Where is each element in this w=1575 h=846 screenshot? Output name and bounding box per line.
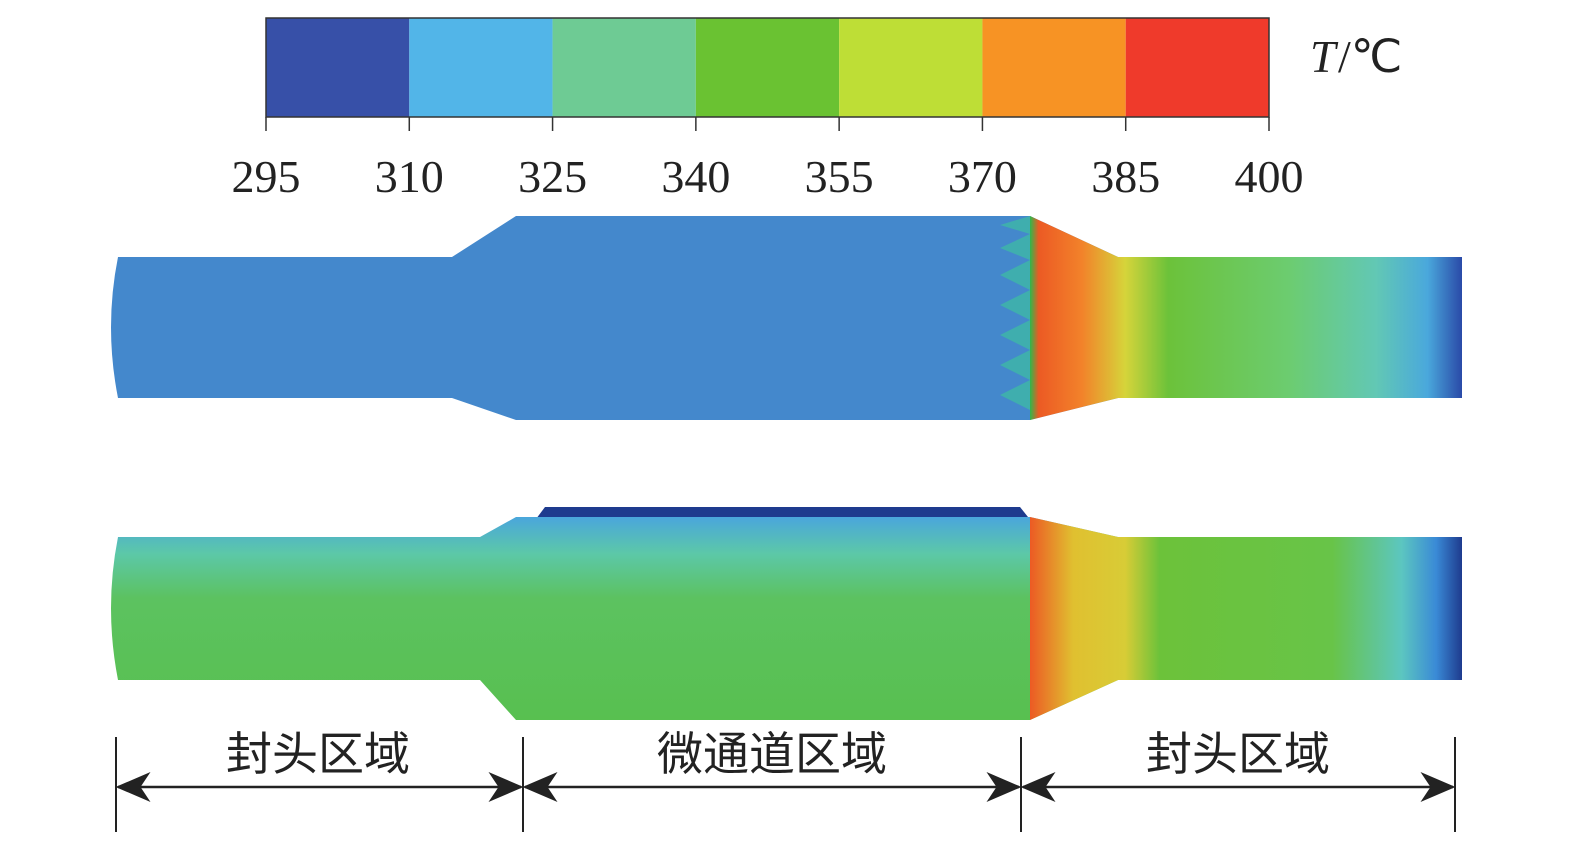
colorbar-segment — [409, 18, 553, 117]
region-label: 封头区域 — [226, 727, 410, 781]
colorbar-symbol: T — [1310, 31, 1339, 82]
tick-label: 295 — [232, 151, 301, 202]
tick-label: 400 — [1235, 151, 1304, 202]
region-annotations: 封头区域 微通道区域 封头区域 — [115, 727, 1456, 832]
colorbar-segment — [1125, 18, 1269, 117]
tick-label: 340 — [661, 151, 730, 202]
region-label: 微通道区域 — [657, 727, 887, 781]
colorbar-frame — [265, 17, 1270, 118]
tick-label: 385 — [1091, 151, 1160, 202]
tick-label: 355 — [805, 151, 874, 202]
colorbar-segment — [982, 18, 1126, 117]
colorbar-unit: /℃ — [1338, 31, 1402, 82]
colorbar: T /℃ 295 310 325 340 355 370 385 400 — [232, 17, 1402, 202]
colorbar-segment — [839, 18, 983, 117]
contour-bottom — [111, 507, 1462, 720]
colorbar-segment — [552, 18, 696, 117]
tick-label: 370 — [948, 151, 1017, 202]
tick-label: 325 — [518, 151, 587, 202]
colorbar-segment — [266, 18, 410, 117]
region-label: 封头区域 — [1146, 727, 1330, 781]
contour-top — [111, 216, 1462, 420]
colorbar-segment — [695, 18, 840, 117]
tick-label: 310 — [375, 151, 444, 202]
